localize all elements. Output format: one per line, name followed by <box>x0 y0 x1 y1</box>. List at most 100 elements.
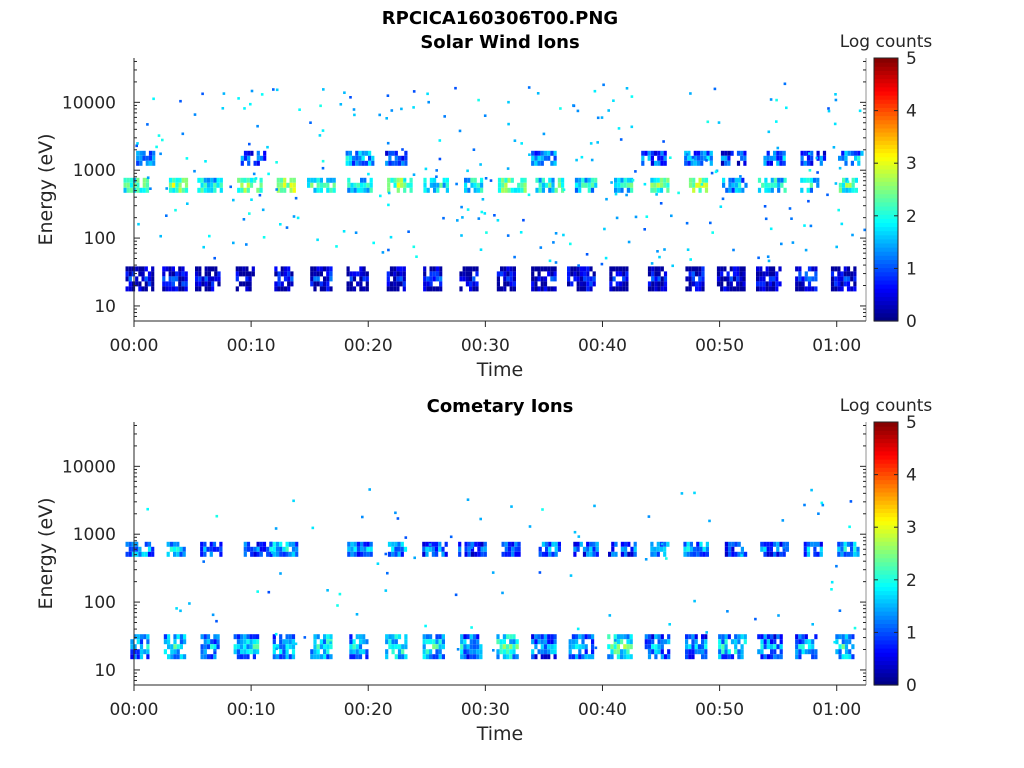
data-cell <box>538 187 542 193</box>
data-cell <box>509 286 513 292</box>
data-cell <box>730 150 734 156</box>
data-cell <box>721 644 725 650</box>
scatter-point <box>821 503 825 507</box>
data-cell <box>285 654 289 660</box>
data-cell <box>200 177 204 183</box>
data-cell <box>510 187 514 193</box>
data-cell <box>497 182 502 188</box>
data-cell <box>656 177 660 183</box>
x-tick-label: 00:00 <box>110 336 159 356</box>
scatter-point <box>656 250 659 253</box>
data-cell <box>422 634 426 640</box>
data-cell <box>663 182 667 188</box>
scatter-point <box>159 152 162 156</box>
data-cell <box>391 541 395 547</box>
scatter-point <box>407 230 410 233</box>
scatter-point <box>472 148 476 151</box>
data-cell <box>476 639 480 645</box>
data-cell <box>472 639 477 645</box>
data-cell <box>724 654 728 660</box>
data-cell <box>691 654 695 660</box>
data-cell <box>629 634 633 640</box>
data-cell <box>511 551 515 557</box>
data-cell <box>307 182 311 188</box>
data-cell <box>811 644 815 650</box>
scatter-point <box>256 590 259 593</box>
colorbar-swatch <box>874 463 898 468</box>
scatter-point <box>858 109 862 113</box>
data-cell <box>576 266 580 272</box>
data-cell <box>695 286 699 292</box>
data-cell <box>429 281 433 287</box>
data-cell <box>809 187 813 193</box>
data-cell <box>614 182 618 188</box>
data-cell <box>553 155 557 161</box>
scatter-point <box>254 177 258 180</box>
data-cell <box>173 546 177 552</box>
data-cell <box>399 281 403 287</box>
data-cell <box>740 150 744 156</box>
data-cell <box>547 644 551 650</box>
data-cell <box>801 644 805 650</box>
colorbar-tick-label: 2 <box>906 207 917 227</box>
cluster <box>347 177 373 193</box>
data-cell <box>663 546 667 552</box>
data-cell <box>844 634 849 640</box>
data-cell <box>696 541 700 547</box>
data-cell <box>512 639 516 645</box>
x-tick-label: 00:10 <box>227 336 276 356</box>
data-cell <box>844 155 848 161</box>
data-cell <box>236 654 240 660</box>
cluster <box>163 634 187 660</box>
data-cell <box>772 266 776 272</box>
data-cell <box>773 541 777 547</box>
data-cell <box>801 639 805 645</box>
data-cell <box>355 649 359 655</box>
data-cell <box>162 266 166 272</box>
data-cell <box>512 654 516 660</box>
data-cell <box>389 286 394 292</box>
data-cell <box>814 266 818 272</box>
data-cell <box>607 634 611 640</box>
data-cell <box>731 551 735 557</box>
data-cell <box>726 271 730 277</box>
data-cell <box>181 286 185 292</box>
data-cell <box>469 276 473 282</box>
data-cell <box>660 266 664 272</box>
data-cell <box>651 639 655 645</box>
data-cell <box>272 541 276 547</box>
data-cell <box>233 634 237 640</box>
data-cell <box>776 546 780 552</box>
data-cell <box>739 271 743 277</box>
data-cell <box>757 634 761 640</box>
data-cell <box>769 551 773 557</box>
data-cell <box>623 177 627 183</box>
scatter-point <box>542 132 546 136</box>
data-cell <box>213 187 217 193</box>
data-cell <box>240 155 244 161</box>
data-cell <box>764 182 768 188</box>
data-cell <box>283 271 288 277</box>
data-cell <box>139 644 144 650</box>
data-cell <box>165 281 169 287</box>
data-cell <box>612 266 616 272</box>
data-cell <box>742 271 746 277</box>
data-cell <box>345 150 349 156</box>
data-cell <box>571 654 575 660</box>
data-cell <box>469 644 473 650</box>
data-cell <box>579 286 583 292</box>
data-cell <box>626 639 630 645</box>
data-cell <box>173 649 177 655</box>
data-cell <box>538 546 542 552</box>
data-cell <box>253 177 257 183</box>
data-cell <box>435 546 439 552</box>
data-cell <box>365 276 369 282</box>
data-cell <box>394 634 398 640</box>
colorbar-swatch <box>874 639 898 645</box>
scatter-point <box>576 109 580 113</box>
data-cell <box>616 639 620 645</box>
x-tick-label: 00:20 <box>344 336 393 356</box>
data-cell <box>435 634 439 640</box>
data-cell <box>170 649 174 655</box>
